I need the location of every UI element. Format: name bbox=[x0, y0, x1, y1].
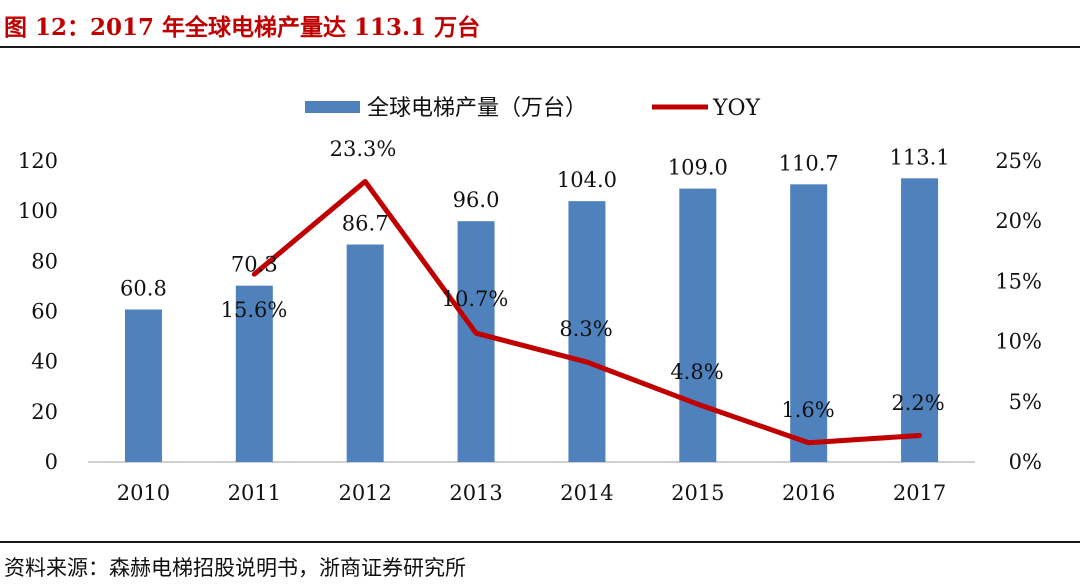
bar-data-label: 110.7 bbox=[779, 151, 839, 175]
y-left-tick-label: 60 bbox=[31, 300, 58, 324]
x-tick-label: 2014 bbox=[560, 481, 613, 505]
bar-data-label: 109.0 bbox=[668, 156, 728, 180]
source-note: 资料来源：森赫电梯招股说明书，浙商证券研究所 bbox=[4, 556, 466, 580]
yoy-series-line bbox=[251, 178, 923, 446]
bar bbox=[568, 201, 606, 462]
legend-swatch-bars bbox=[305, 101, 360, 113]
bar-data-label: 70.3 bbox=[231, 253, 278, 277]
line-data-label: 15.6% bbox=[221, 298, 288, 322]
y-left-tick-label: 120 bbox=[18, 149, 58, 173]
y-right-tick-label: 5% bbox=[1009, 390, 1042, 414]
y-axis-left: 0 20 40 60 80 100 120 bbox=[18, 149, 58, 474]
x-tick-label: 2011 bbox=[228, 481, 281, 505]
bar bbox=[679, 188, 717, 462]
production-chart: 全球电梯产量（万台） YOY 0 20 40 60 80 100 120 0% 5% 10% 15… bbox=[18, 96, 1042, 505]
line-data-label: 8.3% bbox=[559, 317, 612, 341]
line-data-label: 23.3% bbox=[330, 137, 397, 161]
line-data-label: 1.6% bbox=[781, 398, 834, 422]
y-axis-right: 0% 5% 10% 15% 20% 25% bbox=[995, 149, 1042, 474]
bar bbox=[901, 178, 939, 462]
x-tick-label: 2017 bbox=[893, 481, 946, 505]
bar bbox=[790, 184, 828, 462]
x-tick-label: 2010 bbox=[117, 481, 170, 505]
title-divider bbox=[0, 46, 1080, 48]
line-data-label: 10.7% bbox=[442, 287, 509, 311]
y-right-tick-label: 25% bbox=[995, 149, 1042, 173]
y-left-tick-label: 80 bbox=[31, 249, 58, 273]
y-left-tick-label: 20 bbox=[31, 400, 58, 424]
bar bbox=[346, 244, 384, 462]
bar-data-label: 104.0 bbox=[557, 168, 617, 192]
bar-data-label: 113.1 bbox=[890, 145, 950, 169]
x-tick-label: 2016 bbox=[782, 481, 835, 505]
bar bbox=[124, 309, 162, 462]
line-data-label: 2.2% bbox=[891, 391, 944, 415]
x-axis-tick-labels: 2010 2011 2012 2013 2014 2015 2016 2017 bbox=[117, 481, 947, 505]
x-tick-label: 2015 bbox=[671, 481, 724, 505]
x-tick-label: 2012 bbox=[338, 481, 391, 505]
y-right-tick-label: 15% bbox=[995, 269, 1042, 293]
y-right-tick-label: 0% bbox=[1009, 450, 1042, 474]
bar-data-labels: 60.8 70.3 86.7 96.0 104.0 109.0 110.7 113.1 bbox=[120, 145, 950, 300]
bar bbox=[457, 221, 495, 462]
bar-data-label: 96.0 bbox=[453, 188, 500, 212]
source-divider bbox=[0, 541, 1080, 543]
legend-label-bars: 全球电梯产量（万台） bbox=[367, 96, 587, 121]
y-left-tick-label: 100 bbox=[18, 199, 58, 223]
y-right-tick-label: 20% bbox=[995, 209, 1042, 233]
y-left-tick-label: 40 bbox=[31, 350, 58, 374]
figure-title: 图 12：2017 年全球电梯产量达 113.1 万台 bbox=[4, 14, 481, 41]
line-data-labels: 15.6% 23.3% 10.7% 8.3% 4.8% 1.6% 2.2% bbox=[221, 137, 945, 422]
bar bbox=[235, 285, 273, 462]
bar-data-label: 60.8 bbox=[120, 276, 167, 300]
y-left-tick-label: 0 bbox=[45, 450, 58, 474]
bar-data-label: 86.7 bbox=[342, 212, 389, 236]
legend-label-line: YOY bbox=[712, 96, 761, 121]
y-right-tick-label: 10% bbox=[995, 330, 1042, 354]
chart-legend: 全球电梯产量（万台） YOY bbox=[305, 96, 761, 121]
bar-series bbox=[124, 178, 939, 462]
x-tick-label: 2013 bbox=[449, 481, 502, 505]
line-data-label: 4.8% bbox=[670, 360, 723, 384]
